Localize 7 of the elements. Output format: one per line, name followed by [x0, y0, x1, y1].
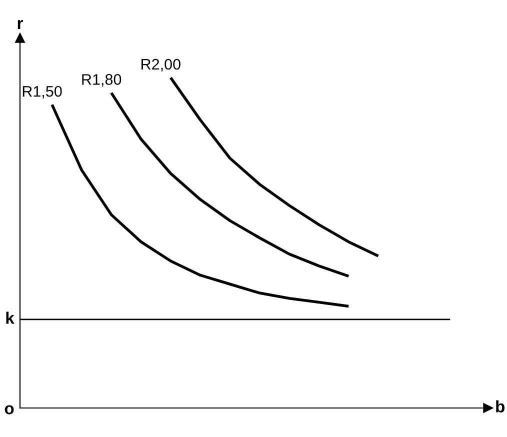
text: b: [496, 400, 505, 412]
series-label: R1,80: [82, 74, 122, 87]
ref-line-label: k: [6, 312, 14, 324]
y-axis-title: r: [18, 20, 23, 29]
series-label: R2,00: [142, 58, 180, 72]
series-label: R1,50: [22, 86, 62, 99]
text: o: [4, 405, 14, 414]
